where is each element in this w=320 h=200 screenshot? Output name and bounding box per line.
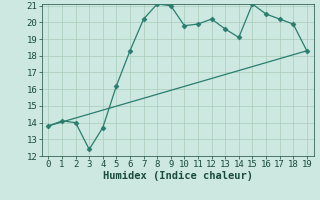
X-axis label: Humidex (Indice chaleur): Humidex (Indice chaleur) (103, 171, 252, 181)
